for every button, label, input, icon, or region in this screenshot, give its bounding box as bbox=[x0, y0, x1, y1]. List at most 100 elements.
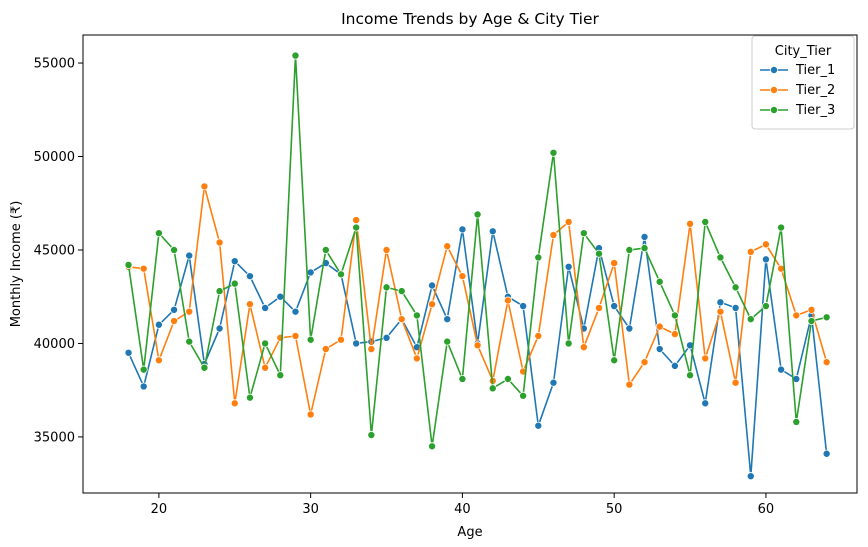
data-point bbox=[746, 247, 755, 256]
data-point bbox=[215, 287, 224, 296]
data-point bbox=[230, 399, 239, 408]
x-tick-label: 30 bbox=[302, 502, 319, 517]
x-axis-label: Age bbox=[457, 525, 482, 540]
data-point bbox=[276, 292, 285, 301]
data-point bbox=[291, 307, 300, 316]
legend-items: Tier_1 Tier_2 Tier_3 bbox=[760, 63, 835, 118]
data-point bbox=[185, 251, 194, 260]
data-point bbox=[306, 335, 315, 344]
x-tick-label: 20 bbox=[151, 502, 168, 517]
data-point bbox=[670, 361, 679, 370]
data-point bbox=[640, 358, 649, 367]
data-point bbox=[777, 223, 786, 232]
data-point bbox=[807, 317, 816, 326]
data-point bbox=[321, 245, 330, 254]
data-point bbox=[792, 311, 801, 320]
data-point bbox=[412, 354, 421, 363]
data-point bbox=[276, 371, 285, 380]
data-point bbox=[595, 249, 604, 258]
data-point bbox=[245, 300, 254, 309]
data-point bbox=[534, 253, 543, 262]
data-point bbox=[655, 322, 664, 331]
data-point bbox=[139, 382, 148, 391]
data-point bbox=[185, 337, 194, 346]
data-point bbox=[761, 302, 770, 311]
y-tick-label: 45000 bbox=[34, 243, 75, 258]
legend-title: City_Tier bbox=[775, 44, 832, 59]
data-point bbox=[519, 302, 528, 311]
data-point bbox=[625, 380, 634, 389]
chart-title: Income Trends by Age & City Tier bbox=[341, 10, 599, 28]
data-point bbox=[139, 264, 148, 273]
data-point bbox=[336, 270, 345, 279]
data-point bbox=[731, 378, 740, 387]
data-point bbox=[670, 330, 679, 339]
data-point bbox=[610, 302, 619, 311]
data-point bbox=[549, 231, 558, 240]
data-point bbox=[261, 303, 270, 312]
data-point bbox=[807, 305, 816, 314]
data-point bbox=[185, 307, 194, 316]
data-point bbox=[549, 378, 558, 387]
data-point bbox=[716, 298, 725, 307]
data-point bbox=[321, 345, 330, 354]
data-point bbox=[549, 148, 558, 157]
legend-label: Tier_3 bbox=[795, 103, 835, 118]
data-point bbox=[200, 182, 209, 191]
data-point bbox=[686, 371, 695, 380]
series-tier-3 bbox=[124, 51, 831, 451]
data-point bbox=[170, 245, 179, 254]
series-line bbox=[127, 228, 828, 478]
data-point bbox=[352, 216, 361, 225]
data-point bbox=[382, 245, 391, 254]
data-point bbox=[382, 333, 391, 342]
data-point bbox=[245, 393, 254, 402]
legend-label: Tier_2 bbox=[795, 83, 835, 98]
data-point bbox=[792, 417, 801, 426]
data-point bbox=[170, 305, 179, 314]
data-point bbox=[488, 384, 497, 393]
data-point bbox=[443, 242, 452, 251]
x-tick-label: 60 bbox=[758, 502, 775, 517]
data-point bbox=[625, 245, 634, 254]
y-tick-label: 40000 bbox=[34, 337, 75, 352]
data-point bbox=[488, 227, 497, 236]
data-point bbox=[564, 217, 573, 226]
data-point bbox=[139, 365, 148, 374]
data-point bbox=[761, 255, 770, 264]
data-point bbox=[579, 229, 588, 238]
data-point bbox=[716, 253, 725, 262]
data-point bbox=[610, 259, 619, 268]
legend-box bbox=[751, 35, 855, 130]
data-point bbox=[519, 391, 528, 400]
data-point bbox=[822, 449, 831, 458]
data-point bbox=[306, 268, 315, 277]
series-tier-2 bbox=[124, 182, 831, 419]
data-point bbox=[215, 238, 224, 247]
data-point bbox=[154, 356, 163, 365]
data-point bbox=[640, 244, 649, 253]
legend-item: Tier_3 bbox=[760, 103, 835, 118]
data-point bbox=[261, 363, 270, 372]
data-point bbox=[261, 339, 270, 348]
data-point bbox=[336, 335, 345, 344]
data-point bbox=[428, 281, 437, 290]
y-tick-label: 50000 bbox=[34, 150, 75, 165]
data-point bbox=[428, 442, 437, 451]
plot-frame bbox=[82, 34, 858, 494]
legend-swatch-marker bbox=[770, 66, 779, 75]
data-point bbox=[397, 287, 406, 296]
data-point bbox=[610, 356, 619, 365]
data-point bbox=[443, 337, 452, 346]
data-point bbox=[777, 365, 786, 374]
data-point bbox=[382, 283, 391, 292]
series-layer bbox=[124, 51, 831, 481]
data-point bbox=[291, 51, 300, 60]
data-point bbox=[443, 315, 452, 324]
data-point bbox=[655, 345, 664, 354]
data-point bbox=[154, 229, 163, 238]
data-point bbox=[291, 331, 300, 340]
data-point bbox=[746, 315, 755, 324]
data-point bbox=[731, 283, 740, 292]
